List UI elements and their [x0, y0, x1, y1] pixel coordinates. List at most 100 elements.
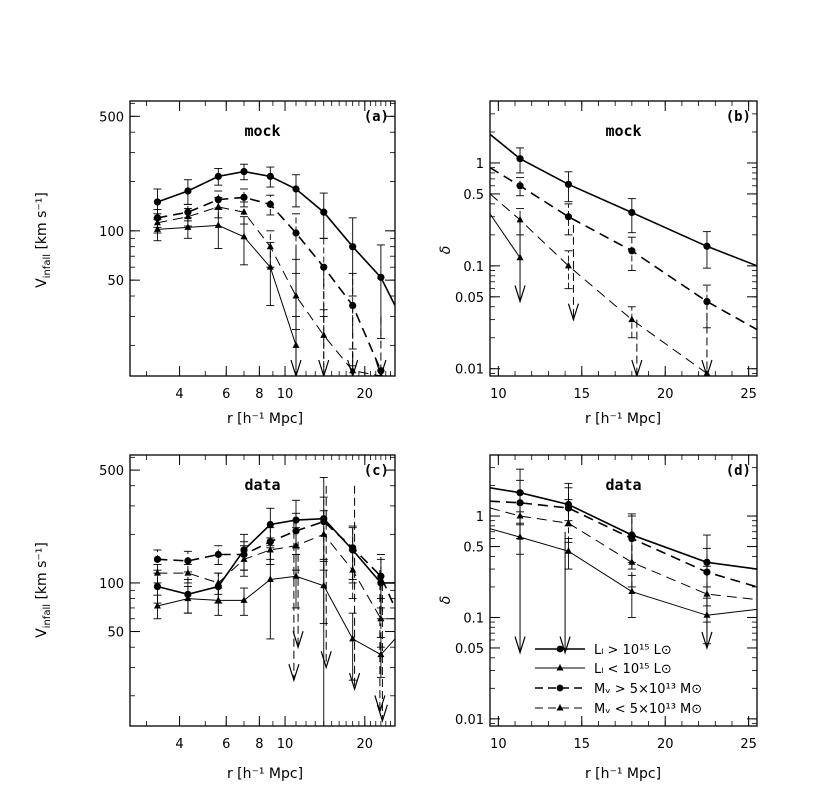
series-group	[153, 477, 395, 726]
data-point	[214, 596, 222, 603]
arrow-head	[288, 663, 300, 683]
data-point	[516, 182, 524, 190]
arrow-head	[349, 672, 361, 692]
x-axis-label: r [h⁻¹ Mpc]	[227, 766, 303, 782]
y-tick-label: 0.05	[455, 291, 484, 306]
data-point	[153, 198, 162, 206]
y-tick-label: 500	[99, 110, 124, 125]
data-point	[240, 596, 248, 603]
panel-title: data	[244, 476, 280, 494]
data-point	[703, 590, 711, 597]
legend-marker	[556, 664, 564, 671]
x-tick-label: 20	[657, 387, 674, 402]
arrow-head	[514, 636, 526, 655]
legend-label: Lₗ < 10¹⁵ L⊙	[594, 662, 672, 677]
arrow-head	[514, 285, 526, 304]
arrow-head	[320, 651, 332, 670]
arrow-head	[318, 359, 330, 376]
series-group	[490, 133, 757, 376]
panel-label: (a)	[364, 109, 389, 125]
data-point	[628, 247, 636, 255]
y-tick-label: 0.01	[455, 713, 484, 728]
data-point	[292, 572, 300, 579]
y-tick-label: 100	[99, 225, 124, 240]
panel-title: data	[605, 476, 641, 494]
data-point	[628, 208, 636, 217]
data-point	[564, 547, 572, 554]
y-tick-label: 1	[476, 510, 484, 525]
legend: Lₗ > 10¹⁵ L⊙ Lₗ < 10¹⁵ L⊙ Mᵥ > 5×10¹³ M⊙ Mᵥ…	[535, 643, 702, 717]
x-tick-label: 8	[255, 387, 263, 402]
panel-label: (b)	[726, 109, 751, 125]
y-axis-label: δ	[438, 596, 454, 605]
series-line	[157, 206, 381, 376]
data-point	[184, 594, 192, 602]
x-axis-label: r [h⁻¹ Mpc]	[227, 411, 303, 427]
data-point	[349, 634, 357, 642]
panel-c: 4 6 8 10 20 50 100 500 r [h⁻¹ Mpc] Vinfall [km s⁻…	[34, 454, 396, 782]
data-point	[320, 581, 328, 589]
x-axis-label: r [h⁻¹ Mpc]	[585, 766, 661, 782]
panel-label: (d)	[726, 463, 751, 479]
panel-b: 10 15 20 25 0.01 0.05 0.1 0.5 1 r [h⁻¹ Mpc] δ mock (…	[438, 100, 758, 427]
data-point	[292, 292, 300, 299]
data-point	[266, 520, 274, 529]
y-tick-label: 50	[107, 274, 124, 289]
series-line	[157, 533, 395, 620]
series-line	[157, 196, 382, 372]
arrow-head	[701, 631, 713, 650]
data-point	[292, 229, 300, 237]
series-line	[490, 213, 521, 258]
y-axis-label: δ	[438, 246, 454, 255]
data-point	[266, 242, 274, 250]
data-point	[240, 167, 248, 176]
series-line	[490, 528, 757, 616]
data-point	[240, 208, 248, 215]
data-point	[516, 512, 524, 519]
data-point	[153, 601, 161, 609]
x-tick-label: 4	[175, 387, 183, 402]
x-tick-label: 10	[277, 737, 294, 752]
data-point	[266, 172, 274, 180]
data-point	[292, 185, 300, 193]
x-tick-label: 15	[574, 737, 591, 752]
series-line	[157, 520, 395, 609]
y-tick-label: 0.5	[463, 188, 484, 203]
data-point	[516, 215, 524, 223]
x-tick-label: 6	[222, 387, 230, 402]
legend-label: Mᵥ < 5×10¹³ M⊙	[594, 702, 702, 717]
data-point	[184, 569, 192, 576]
panel-d-frame	[489, 454, 758, 727]
data-point	[703, 242, 711, 250]
legend-marker	[556, 704, 564, 711]
series-line	[490, 167, 757, 331]
x-axis-label: r [h⁻¹ Mpc]	[585, 411, 661, 427]
panel-title: mock	[605, 122, 641, 140]
arrow-head	[631, 359, 643, 376]
data-point	[184, 187, 192, 195]
y-tick-label: 0.05	[455, 642, 484, 657]
arrow-head	[567, 303, 580, 322]
data-point	[153, 218, 161, 226]
data-point	[240, 232, 248, 240]
y-tick-label: 0.1	[463, 260, 484, 275]
data-point	[214, 578, 222, 586]
series-line	[157, 170, 395, 306]
data-point	[320, 331, 328, 338]
arrow-head	[559, 636, 571, 655]
data-point	[184, 212, 192, 220]
data-point	[266, 575, 274, 583]
data-point	[153, 214, 162, 222]
x-tick-label: 10	[490, 737, 507, 752]
panel-label: (c)	[364, 463, 389, 479]
series-line	[490, 133, 757, 267]
x-tick-label: 20	[357, 737, 374, 752]
arrow-head	[292, 631, 304, 650]
panel-title: mock	[244, 122, 280, 140]
data-point	[564, 504, 573, 512]
y-axis-label: Vinfall [km s⁻¹]	[34, 542, 53, 638]
x-tick-label: 8	[255, 737, 263, 752]
y-tick-label: 0.01	[455, 363, 484, 378]
data-point	[240, 555, 248, 562]
series-line	[157, 517, 395, 596]
